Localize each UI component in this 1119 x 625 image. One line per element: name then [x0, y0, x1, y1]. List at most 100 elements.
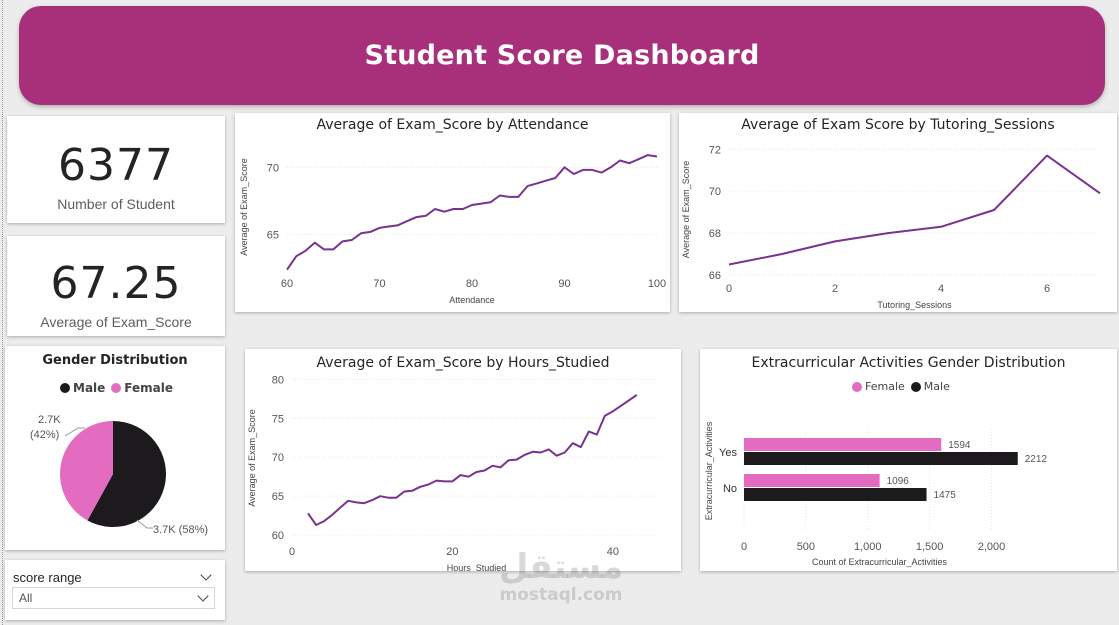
data-point[interactable] [533, 179, 541, 187]
data-point[interactable] [884, 229, 892, 237]
data-point[interactable] [598, 169, 606, 177]
slicer-dropdown[interactable]: All [12, 587, 215, 609]
data-point[interactable] [366, 228, 374, 236]
data-point[interactable] [577, 443, 585, 451]
legend-item-male[interactable]: Male [910, 380, 950, 393]
pie-slice-female[interactable] [59, 421, 113, 521]
data-point[interactable] [352, 498, 360, 506]
data-point[interactable] [585, 428, 593, 436]
data-point[interactable] [456, 471, 464, 479]
data-point[interactable] [653, 152, 661, 160]
extracurricular-bar-chart[interactable]: 0 500 1,000 1,500 2,000 Count of Extracurricu… [700, 349, 1117, 571]
legend-item-female[interactable]: Female [852, 380, 905, 393]
data-point[interactable] [360, 499, 368, 507]
data-point[interactable] [448, 477, 456, 485]
data-point[interactable] [450, 205, 458, 213]
data-point[interactable] [588, 166, 596, 174]
data-point[interactable] [477, 200, 485, 208]
data-point[interactable] [616, 157, 624, 165]
data-point[interactable] [1096, 189, 1104, 197]
data-point[interactable] [408, 487, 416, 495]
bar-female-yes[interactable] [744, 438, 942, 451]
data-point[interactable] [473, 468, 481, 476]
data-point[interactable] [413, 213, 421, 221]
data-point[interactable] [570, 170, 578, 178]
data-point[interactable] [357, 229, 365, 237]
data-point[interactable] [505, 193, 513, 201]
data-point[interactable] [344, 497, 352, 505]
attendance-chart-card[interactable]: Average of Exam_Score by Attendance 65 70… [235, 113, 670, 312]
data-point[interactable] [283, 266, 291, 274]
data-point[interactable] [542, 177, 550, 185]
data-point[interactable] [514, 193, 522, 201]
data-point[interactable] [432, 477, 440, 485]
data-point[interactable] [496, 192, 504, 200]
data-point[interactable] [505, 456, 513, 464]
data-point[interactable] [553, 452, 561, 460]
data-point[interactable] [336, 504, 344, 512]
data-point[interactable] [545, 445, 553, 453]
data-point[interactable] [937, 223, 945, 231]
data-point[interactable] [394, 221, 402, 229]
data-point[interactable] [529, 448, 537, 456]
data-point[interactable] [384, 494, 392, 502]
legend-item-female[interactable]: Female [111, 381, 173, 395]
data-point[interactable] [635, 155, 643, 163]
data-point[interactable] [376, 224, 384, 232]
data-point[interactable] [376, 492, 384, 500]
data-point[interactable] [422, 212, 430, 220]
data-point[interactable] [440, 208, 448, 216]
series-line[interactable] [286, 154, 658, 271]
data-point[interactable] [513, 456, 521, 464]
data-point[interactable] [625, 159, 633, 167]
data-point[interactable] [431, 205, 439, 213]
slicer-header[interactable]: score range [13, 567, 213, 587]
tutoring-line-chart[interactable]: 66 68 70 72 0 2 4 6 Tutoring_Sessions Average of … [679, 113, 1117, 312]
bar-female-no[interactable] [744, 474, 880, 487]
data-point[interactable] [497, 463, 505, 471]
data-point[interactable] [569, 439, 577, 447]
legend-item-male[interactable]: Male [60, 381, 105, 395]
data-point[interactable] [328, 511, 336, 519]
data-point[interactable] [312, 521, 320, 529]
data-point[interactable] [292, 252, 300, 260]
data-point[interactable] [990, 206, 998, 214]
tutoring-chart-card[interactable]: Average of Exam Score by Tutoring_Sessio… [679, 113, 1117, 312]
data-point[interactable] [521, 451, 529, 459]
score-range-slicer[interactable]: score range All [5, 560, 225, 620]
data-point[interactable] [339, 237, 347, 245]
data-point[interactable] [464, 473, 472, 481]
extracurricular-chart-card[interactable]: Extracurricular Activities Gender Distri… [700, 349, 1117, 571]
data-point[interactable] [416, 483, 424, 491]
data-point[interactable] [424, 480, 432, 488]
data-point[interactable] [487, 198, 495, 206]
pie-slice-male[interactable] [87, 421, 166, 527]
data-point[interactable] [579, 166, 587, 174]
kpi-card-students[interactable]: 6377 Number of Student [7, 116, 225, 223]
data-point[interactable] [778, 250, 786, 258]
series-line[interactable] [728, 154, 1101, 266]
bar-male-yes[interactable] [744, 452, 1018, 465]
data-point[interactable] [385, 223, 393, 231]
data-point[interactable] [561, 449, 569, 457]
data-point[interactable] [609, 407, 617, 415]
data-point[interactable] [633, 391, 641, 399]
data-point[interactable] [725, 260, 733, 268]
data-point[interactable] [304, 509, 312, 517]
data-point[interactable] [320, 517, 328, 525]
data-point[interactable] [311, 239, 319, 247]
hours-chart-card[interactable]: Average of Exam_Score by Hours_Studied 6… [245, 349, 681, 571]
data-point[interactable] [329, 245, 337, 253]
data-point[interactable] [551, 174, 559, 182]
data-point[interactable] [400, 487, 408, 495]
data-point[interactable] [524, 182, 532, 190]
gender-pie-chart[interactable]: 2.7K (42%) 3.7K (58%) [5, 346, 225, 550]
data-point[interactable] [644, 151, 652, 159]
kpi-card-avg-score[interactable]: 67.25 Average of Exam_Score [7, 236, 225, 336]
data-point[interactable] [831, 237, 839, 245]
data-point[interactable] [593, 431, 601, 439]
data-point[interactable] [348, 236, 356, 244]
data-point[interactable] [320, 245, 328, 253]
